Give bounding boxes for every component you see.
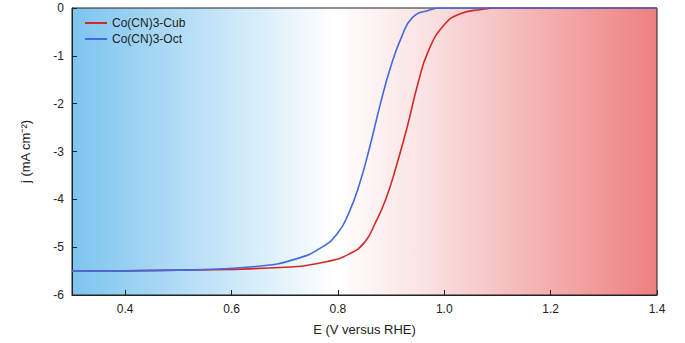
svg-text:0.4: 0.4	[117, 302, 134, 316]
svg-text:-2: -2	[53, 97, 64, 111]
svg-text:-5: -5	[53, 240, 64, 254]
svg-text:1.4: 1.4	[649, 302, 666, 316]
svg-text:j (mA cm⁻²): j (mA cm⁻²)	[18, 120, 33, 184]
svg-text:-6: -6	[53, 288, 64, 302]
svg-text:Co(CN)3-Oct: Co(CN)3-Oct	[112, 32, 183, 46]
svg-text:-1: -1	[53, 49, 64, 63]
svg-text:-3: -3	[53, 145, 64, 159]
svg-text:0: 0	[57, 1, 64, 15]
svg-text:E (V versus RHE): E (V versus RHE)	[313, 322, 416, 337]
svg-text:1.2: 1.2	[542, 302, 559, 316]
svg-text:1.0: 1.0	[436, 302, 453, 316]
svg-text:Co(CN)3-Cub: Co(CN)3-Cub	[112, 16, 186, 30]
svg-text:-4: -4	[53, 192, 64, 206]
svg-text:0.6: 0.6	[223, 302, 240, 316]
svg-text:0.8: 0.8	[330, 302, 347, 316]
